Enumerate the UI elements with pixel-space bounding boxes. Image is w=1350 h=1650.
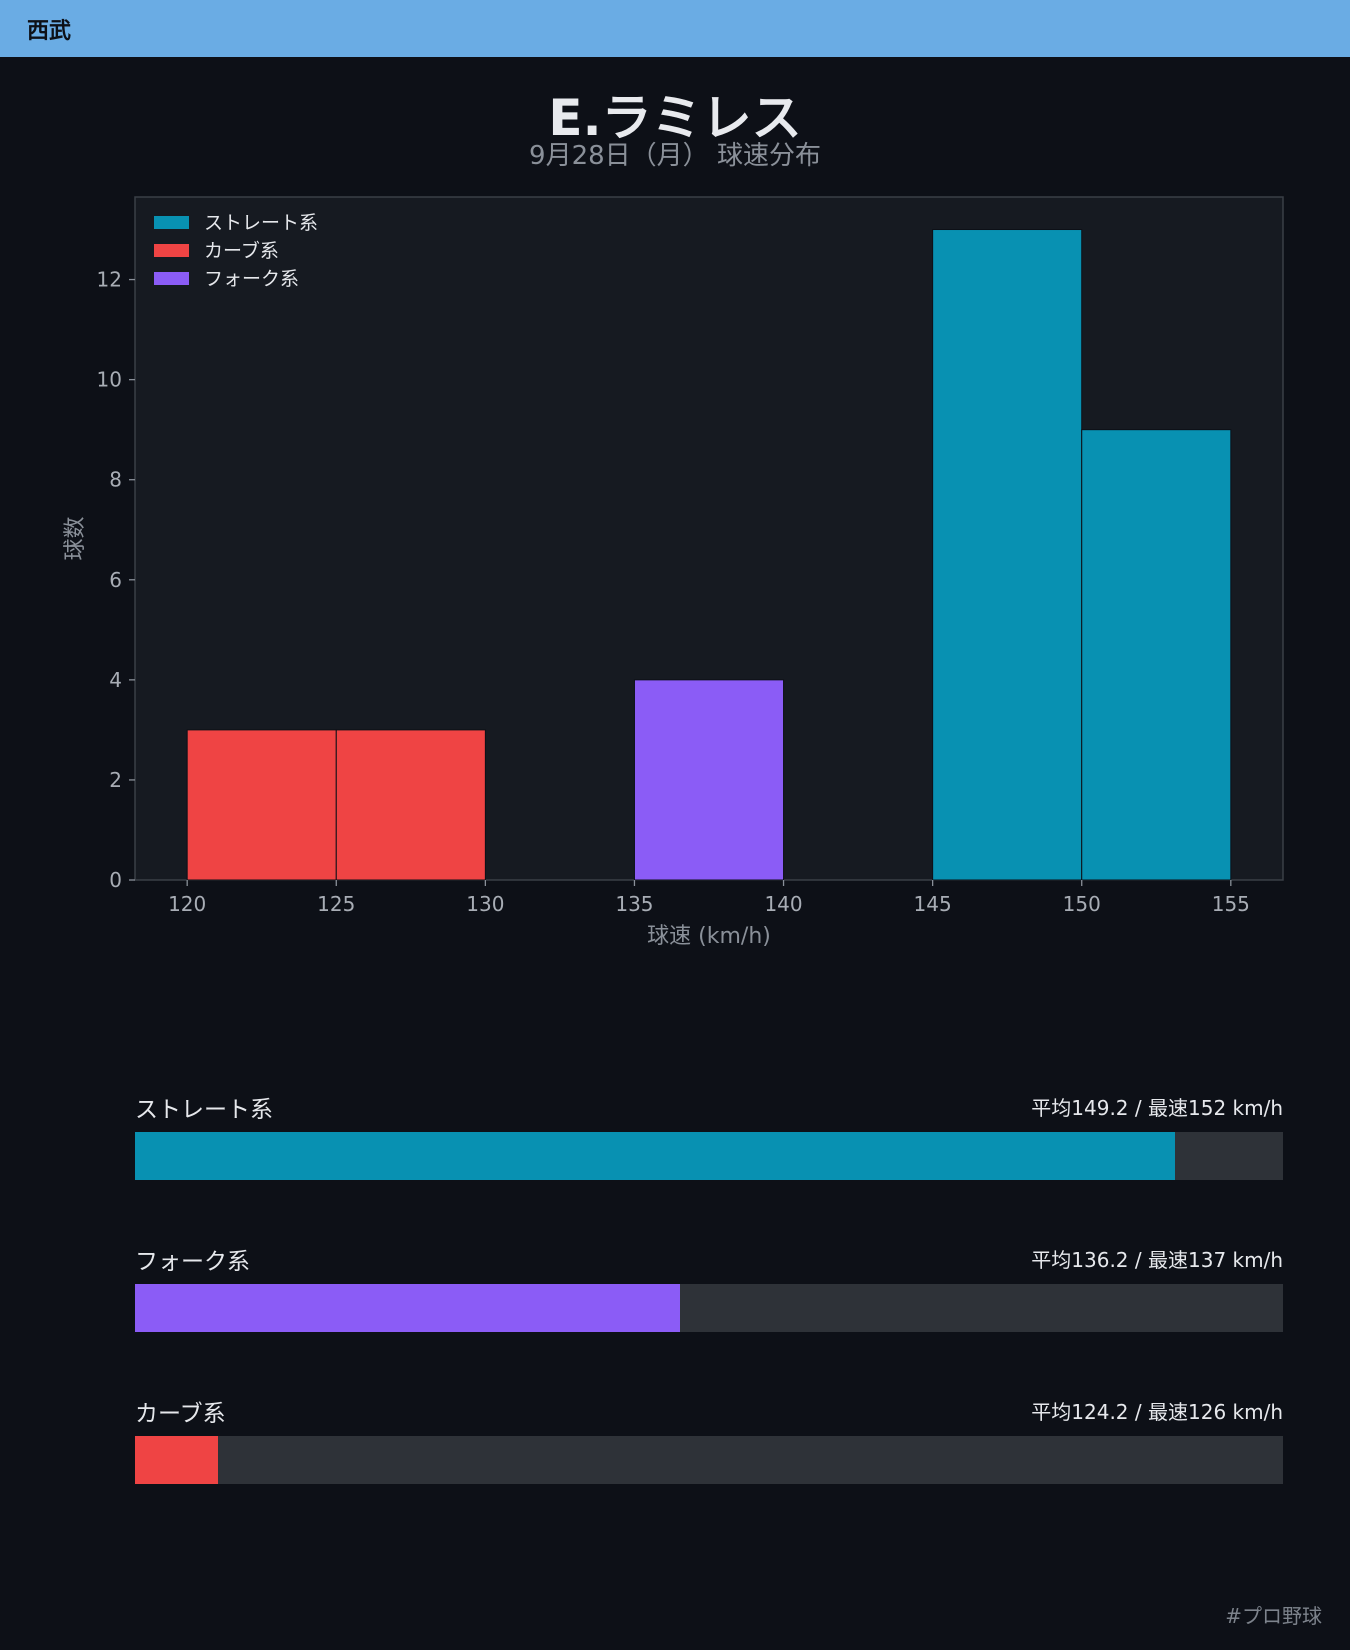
stat-bar-track (135, 1132, 1283, 1180)
x-axis-label: 球速 (km/h) (647, 924, 771, 949)
x-tick-label: 150 (1063, 892, 1101, 916)
y-tick-label: 8 (109, 468, 122, 492)
legend-label: カーブ系 (204, 239, 279, 262)
histogram-bar (1081, 429, 1232, 881)
stat-value: 平均124.2 / 最速126 km/h (1031, 1400, 1283, 1424)
y-tick-label: 6 (109, 568, 122, 592)
legend-label: ストレート系 (204, 212, 318, 234)
stat-bar-fill (135, 1284, 681, 1332)
x-tick-label: 140 (764, 892, 802, 916)
x-tick-label: 120 (168, 892, 206, 916)
stat-row-curve: カーブ系 平均124.2 / 最速126 km/h (135, 1392, 1283, 1484)
x-tick-label: 125 (317, 892, 355, 916)
x-tick-label: 130 (466, 892, 504, 916)
y-tick-label: 0 (109, 868, 122, 892)
stat-row-straight: ストレート系 平均149.2 / 最速152 km/h (135, 1088, 1283, 1180)
legend-swatch (154, 216, 189, 229)
y-axis-label: 球数 (63, 516, 88, 560)
legend-label: フォーク系 (204, 268, 299, 290)
team-name: 西武 (27, 19, 72, 44)
stat-bar-fill (135, 1132, 1176, 1180)
speed-histogram-chart: 120 125 130 135 140 145 150 155 0 2 4 6 8 10 12 球速 (km/… (63, 196, 1284, 949)
histogram-bar (633, 679, 785, 881)
x-tick-label: 145 (914, 892, 952, 916)
x-tick-label: 155 (1212, 892, 1250, 916)
y-tick-label: 10 (97, 368, 122, 392)
histogram-bar (932, 229, 1083, 881)
histogram-bar (186, 729, 337, 881)
x-tick-label: 135 (615, 892, 653, 916)
stat-bar-fill (135, 1436, 218, 1484)
chart-subtitle: 9月28日（月） 球速分布 (529, 141, 821, 171)
y-tick-label: 2 (109, 768, 122, 792)
stat-label: フォーク系 (135, 1249, 250, 1275)
hashtag-label: #プロ野球 (1225, 1604, 1322, 1628)
player-name-title: E.ラミレス (548, 89, 802, 147)
histogram-bar (335, 729, 486, 881)
stat-row-fork: フォーク系 平均136.2 / 最速137 km/h (135, 1240, 1283, 1332)
team-header-bar: 西武 (0, 0, 1350, 57)
stat-value: 平均149.2 / 最速152 km/h (1031, 1096, 1283, 1120)
stat-bar-track (135, 1284, 1283, 1332)
y-tick-label: 4 (109, 668, 122, 692)
stat-label: カーブ系 (135, 1401, 226, 1427)
legend-swatch (154, 244, 189, 257)
y-tick-label: 12 (97, 268, 122, 292)
stat-value: 平均136.2 / 最速137 km/h (1031, 1248, 1283, 1272)
stat-bar-track (135, 1436, 1283, 1484)
legend-swatch (154, 272, 189, 285)
stat-label: ストレート系 (135, 1097, 273, 1123)
